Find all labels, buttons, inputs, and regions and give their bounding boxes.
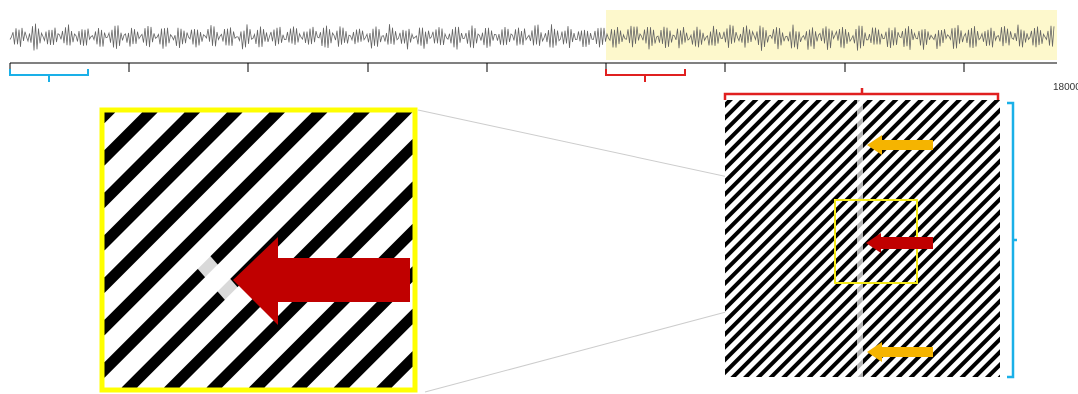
fringe-image xyxy=(725,100,1000,377)
figure: 18000 xyxy=(0,0,1078,394)
zoomed-fringe xyxy=(102,110,415,390)
red-bracket xyxy=(606,69,685,82)
cyan-bracket-right xyxy=(1007,103,1017,377)
cyan-bracket xyxy=(10,69,88,82)
time-axis xyxy=(10,63,1057,72)
axis-end-label: 18000 xyxy=(1053,82,1078,93)
red-bracket-top xyxy=(725,88,998,100)
